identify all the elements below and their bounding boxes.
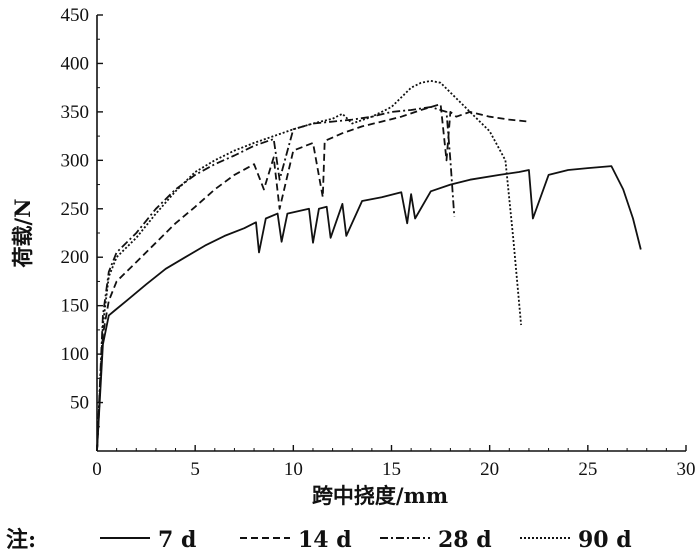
series-lines (96, 80, 642, 452)
x-tick-label: 0 (92, 459, 102, 480)
x-tick-label: 5 (190, 459, 200, 480)
y-tick-label: 150 (61, 296, 90, 317)
series-line-3 (96, 106, 456, 452)
x-tick-label: 20 (480, 459, 499, 480)
series-line-2 (96, 103, 529, 452)
x-ticks: 0 5 10 15 20 25 30 (92, 445, 696, 480)
axes (96, 15, 686, 452)
y-tick-label: 50 (70, 393, 89, 414)
y-tick-label: 400 (61, 53, 90, 74)
y-axis-title: 荷载/N (10, 199, 35, 268)
y-tick-label: 350 (61, 102, 90, 123)
y-tick-label: 250 (61, 199, 90, 220)
x-tick-label: 10 (284, 459, 303, 480)
legend-label: 90 d (578, 527, 632, 553)
x-tick-label: 30 (677, 459, 696, 480)
y-tick-label: 200 (61, 247, 90, 268)
x-tick-label: 25 (578, 459, 597, 480)
legend-prefix: 注: (6, 527, 36, 553)
y-tick-label: 300 (61, 150, 90, 171)
x-tick-label: 15 (382, 459, 401, 480)
y-tick-label: 450 (61, 5, 90, 26)
y-tick-label: 100 (61, 344, 90, 365)
legend-label: 14 d (298, 527, 352, 553)
x-axis-title: 跨中挠度/mm (312, 483, 448, 508)
y-ticks: 50 100 150 200 250 300 350 400 450 (61, 5, 103, 428)
series-line-1 (96, 165, 642, 452)
legend: 注: 7 d 14 d 28 d 90 d (6, 527, 632, 553)
legend-label: 7 d (158, 527, 196, 553)
series-line-4 (96, 80, 522, 452)
legend-label: 28 d (438, 527, 492, 553)
